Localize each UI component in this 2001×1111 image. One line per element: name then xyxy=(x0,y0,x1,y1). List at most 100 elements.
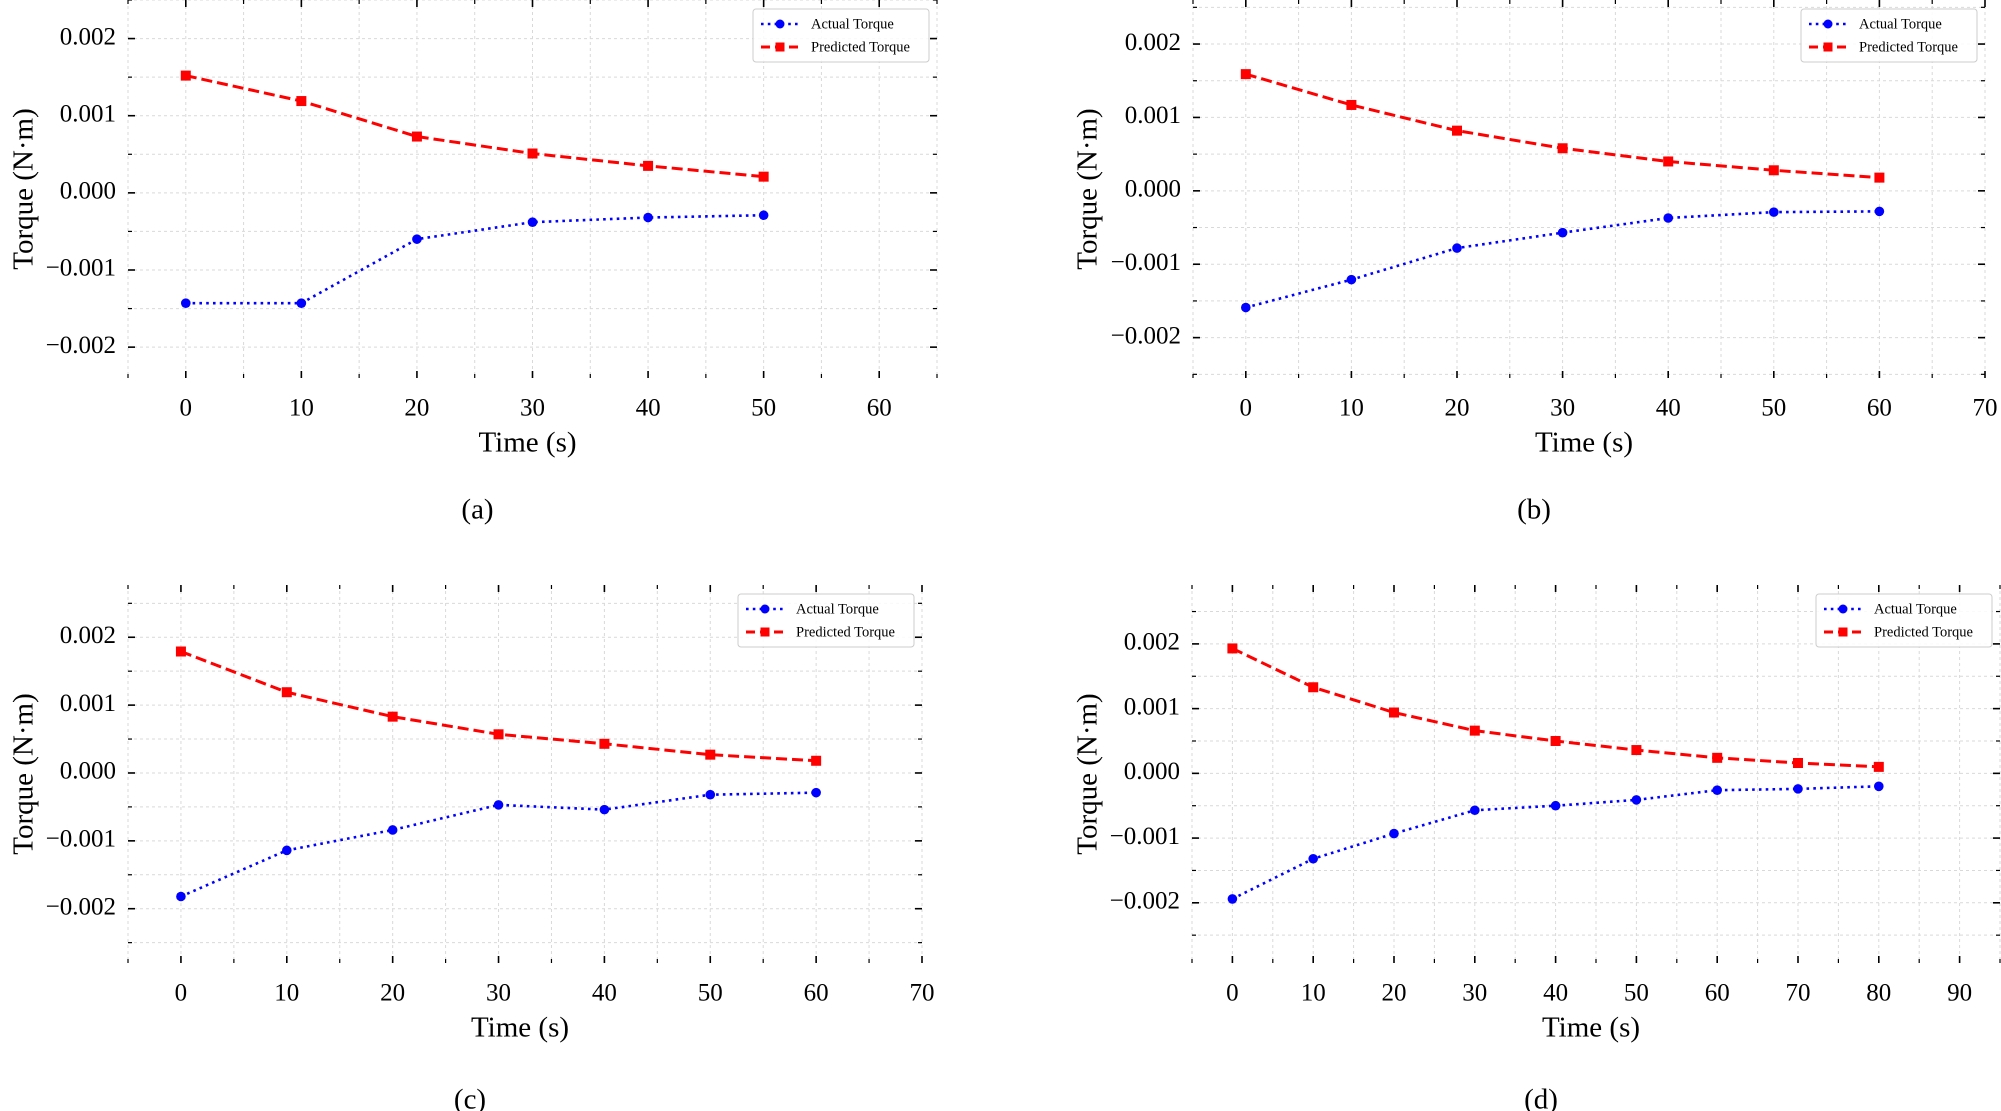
data-point-actual xyxy=(1631,795,1642,805)
data-point-predicted xyxy=(1874,172,1885,183)
data-point-predicted xyxy=(1663,156,1674,167)
legend-label-predicted: Predicted Torque xyxy=(796,624,895,640)
data-point-actual xyxy=(180,298,191,308)
series-predicted-torque xyxy=(175,646,822,766)
x-tick-label: 30 xyxy=(520,395,545,422)
x-tick-label: 60 xyxy=(804,980,829,1007)
x-tick-label: 10 xyxy=(274,980,299,1007)
y-tick-label: 0.001 xyxy=(60,690,116,717)
y-tick-label: 0.001 xyxy=(1125,102,1181,129)
data-point-predicted xyxy=(1793,757,1803,768)
x-tick-label: 60 xyxy=(867,395,892,422)
legend-label-actual: Actual Torque xyxy=(1874,601,1957,617)
legend-marker-circle-icon xyxy=(775,19,785,29)
x-tick-label: 90 xyxy=(1947,980,1972,1007)
y-tick-label: −0.001 xyxy=(1111,249,1181,276)
y-tick-label: 0.002 xyxy=(60,622,116,649)
x-tick-label: 60 xyxy=(1705,980,1730,1007)
data-point-actual xyxy=(493,800,504,810)
x-axis-label: Time (s) xyxy=(1535,427,1633,459)
series-actual-torque xyxy=(1241,206,1885,313)
x-tick-label: 40 xyxy=(636,395,661,422)
legend-marker-square-icon xyxy=(775,42,785,52)
data-point-actual xyxy=(1550,800,1561,811)
data-point-actual xyxy=(599,804,610,815)
legend-frame xyxy=(752,8,930,63)
x-tick-label: 10 xyxy=(289,395,314,422)
data-point-predicted xyxy=(1712,752,1723,763)
legend-label-actual: Actual Torque xyxy=(811,16,894,32)
legend-marker-circle-icon xyxy=(760,604,770,614)
data-point-actual xyxy=(1663,213,1673,223)
y-tick-label: −0.002 xyxy=(1110,888,1180,915)
data-point-actual xyxy=(1452,243,1462,253)
series-predicted-torque xyxy=(1227,643,1884,772)
legend: Actual Torque Predicted Torque xyxy=(1815,593,1993,648)
data-point-actual xyxy=(1874,781,1884,792)
legend-marker-square-icon xyxy=(1823,42,1833,52)
data-point-predicted xyxy=(1469,725,1480,736)
y-axis-label: Torque (N·m) xyxy=(8,108,40,269)
x-axis-label: Time (s) xyxy=(478,427,576,459)
data-point-predicted xyxy=(387,711,398,722)
y-axis-label: Torque (N·m) xyxy=(1072,108,1104,269)
series-predicted-torque xyxy=(1240,69,1885,183)
data-point-predicted xyxy=(705,749,716,760)
legend-marker-square-icon xyxy=(1838,627,1848,637)
legend-label-predicted: Predicted Torque xyxy=(1874,624,1973,640)
data-point-actual xyxy=(643,212,653,223)
y-tick-label: −0.002 xyxy=(1111,322,1181,349)
x-tick-label: 20 xyxy=(1382,980,1407,1007)
x-tick-label: 10 xyxy=(1339,395,1364,422)
x-tick-label: 30 xyxy=(1550,395,1575,422)
series-actual-torque xyxy=(176,787,821,902)
data-point-predicted xyxy=(1452,125,1462,136)
subplot-d: 0 10 20 30 40 50 60 70 80 90 −0.002 −0.001 0.000 0.00… xyxy=(1072,585,2001,1111)
legend-label-predicted: Predicted Torque xyxy=(1859,39,1958,55)
y-tick-label: −0.001 xyxy=(46,826,116,853)
data-point-actual xyxy=(758,210,769,221)
data-point-predicted xyxy=(175,646,186,657)
legend: Actual Torque Predicted Torque xyxy=(1800,8,1978,63)
data-point-actual xyxy=(282,845,292,856)
x-tick-label: 80 xyxy=(1866,980,1891,1007)
x-tick-label: 50 xyxy=(1624,980,1649,1007)
legend-marker-square-icon xyxy=(760,627,770,637)
y-tick-label: 0.002 xyxy=(1125,29,1181,56)
x-tick-label: 30 xyxy=(486,980,511,1007)
data-point-actual xyxy=(176,891,186,902)
data-point-predicted xyxy=(599,738,610,749)
data-point-actual xyxy=(387,825,398,835)
data-point-actual xyxy=(705,789,716,800)
series-line xyxy=(185,213,764,305)
series-line xyxy=(185,74,764,179)
x-tick-label: 40 xyxy=(592,980,617,1007)
data-point-predicted xyxy=(493,729,504,740)
x-tick-label: 30 xyxy=(1462,980,1487,1007)
y-tick-label: 0.002 xyxy=(1124,629,1180,656)
data-point-predicted xyxy=(811,755,822,766)
y-axis-label: Torque (N·m) xyxy=(1072,693,1104,854)
data-point-predicted xyxy=(1240,69,1251,80)
x-tick-label: 50 xyxy=(698,980,723,1007)
legend-frame xyxy=(737,593,915,648)
x-axis-label: Time (s) xyxy=(471,1012,569,1044)
y-tick-label: −0.002 xyxy=(46,332,116,359)
data-point-actual xyxy=(1389,828,1399,839)
legend-label-actual: Actual Torque xyxy=(1859,16,1942,32)
x-tick-label: 0 xyxy=(1240,395,1253,422)
data-point-predicted xyxy=(1768,165,1779,176)
data-point-actual xyxy=(1227,894,1238,904)
legend-label-predicted: Predicted Torque xyxy=(811,39,910,55)
data-point-predicted xyxy=(758,171,769,182)
data-point-actual xyxy=(1874,206,1885,217)
y-tick-label: −0.001 xyxy=(46,255,116,282)
data-point-actual xyxy=(1712,785,1722,795)
x-tick-label: 70 xyxy=(1973,395,1998,422)
data-point-actual xyxy=(1769,207,1779,217)
legend: Actual Torque Predicted Torque xyxy=(737,593,915,648)
y-tick-label: 0.000 xyxy=(60,758,116,785)
legend-frame xyxy=(1815,593,1993,648)
x-tick-label: 70 xyxy=(1786,980,1811,1007)
x-tick-label: 70 xyxy=(910,980,935,1007)
